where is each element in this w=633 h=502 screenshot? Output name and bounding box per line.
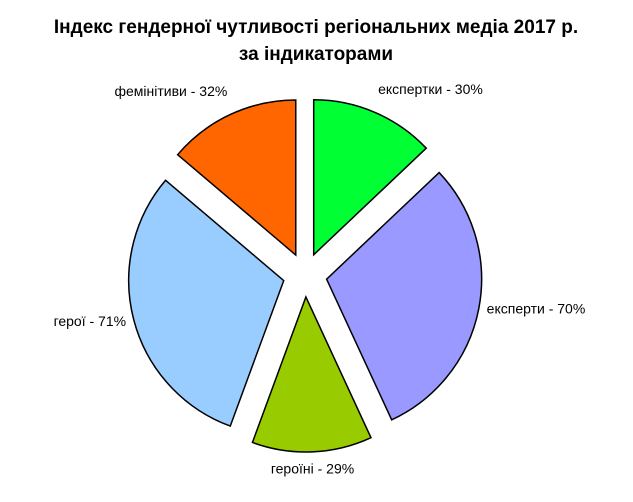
pie-slice [312, 99, 428, 257]
chart-title: за індикаторами [239, 44, 393, 65]
data-label: героїні - 29% [271, 461, 354, 477]
data-label: фемінітиви - 32% [114, 83, 227, 99]
data-label: експерти - 70% [487, 301, 586, 317]
pie-slice [128, 179, 285, 428]
pie-slice [176, 99, 297, 257]
pie-slice [251, 295, 372, 453]
chart-title: Індекс гендерної чутливості регіональних… [54, 17, 578, 38]
data-label: експертки - 30% [378, 81, 483, 97]
pie-slice [325, 171, 483, 421]
data-label: герої - 71% [54, 313, 127, 329]
